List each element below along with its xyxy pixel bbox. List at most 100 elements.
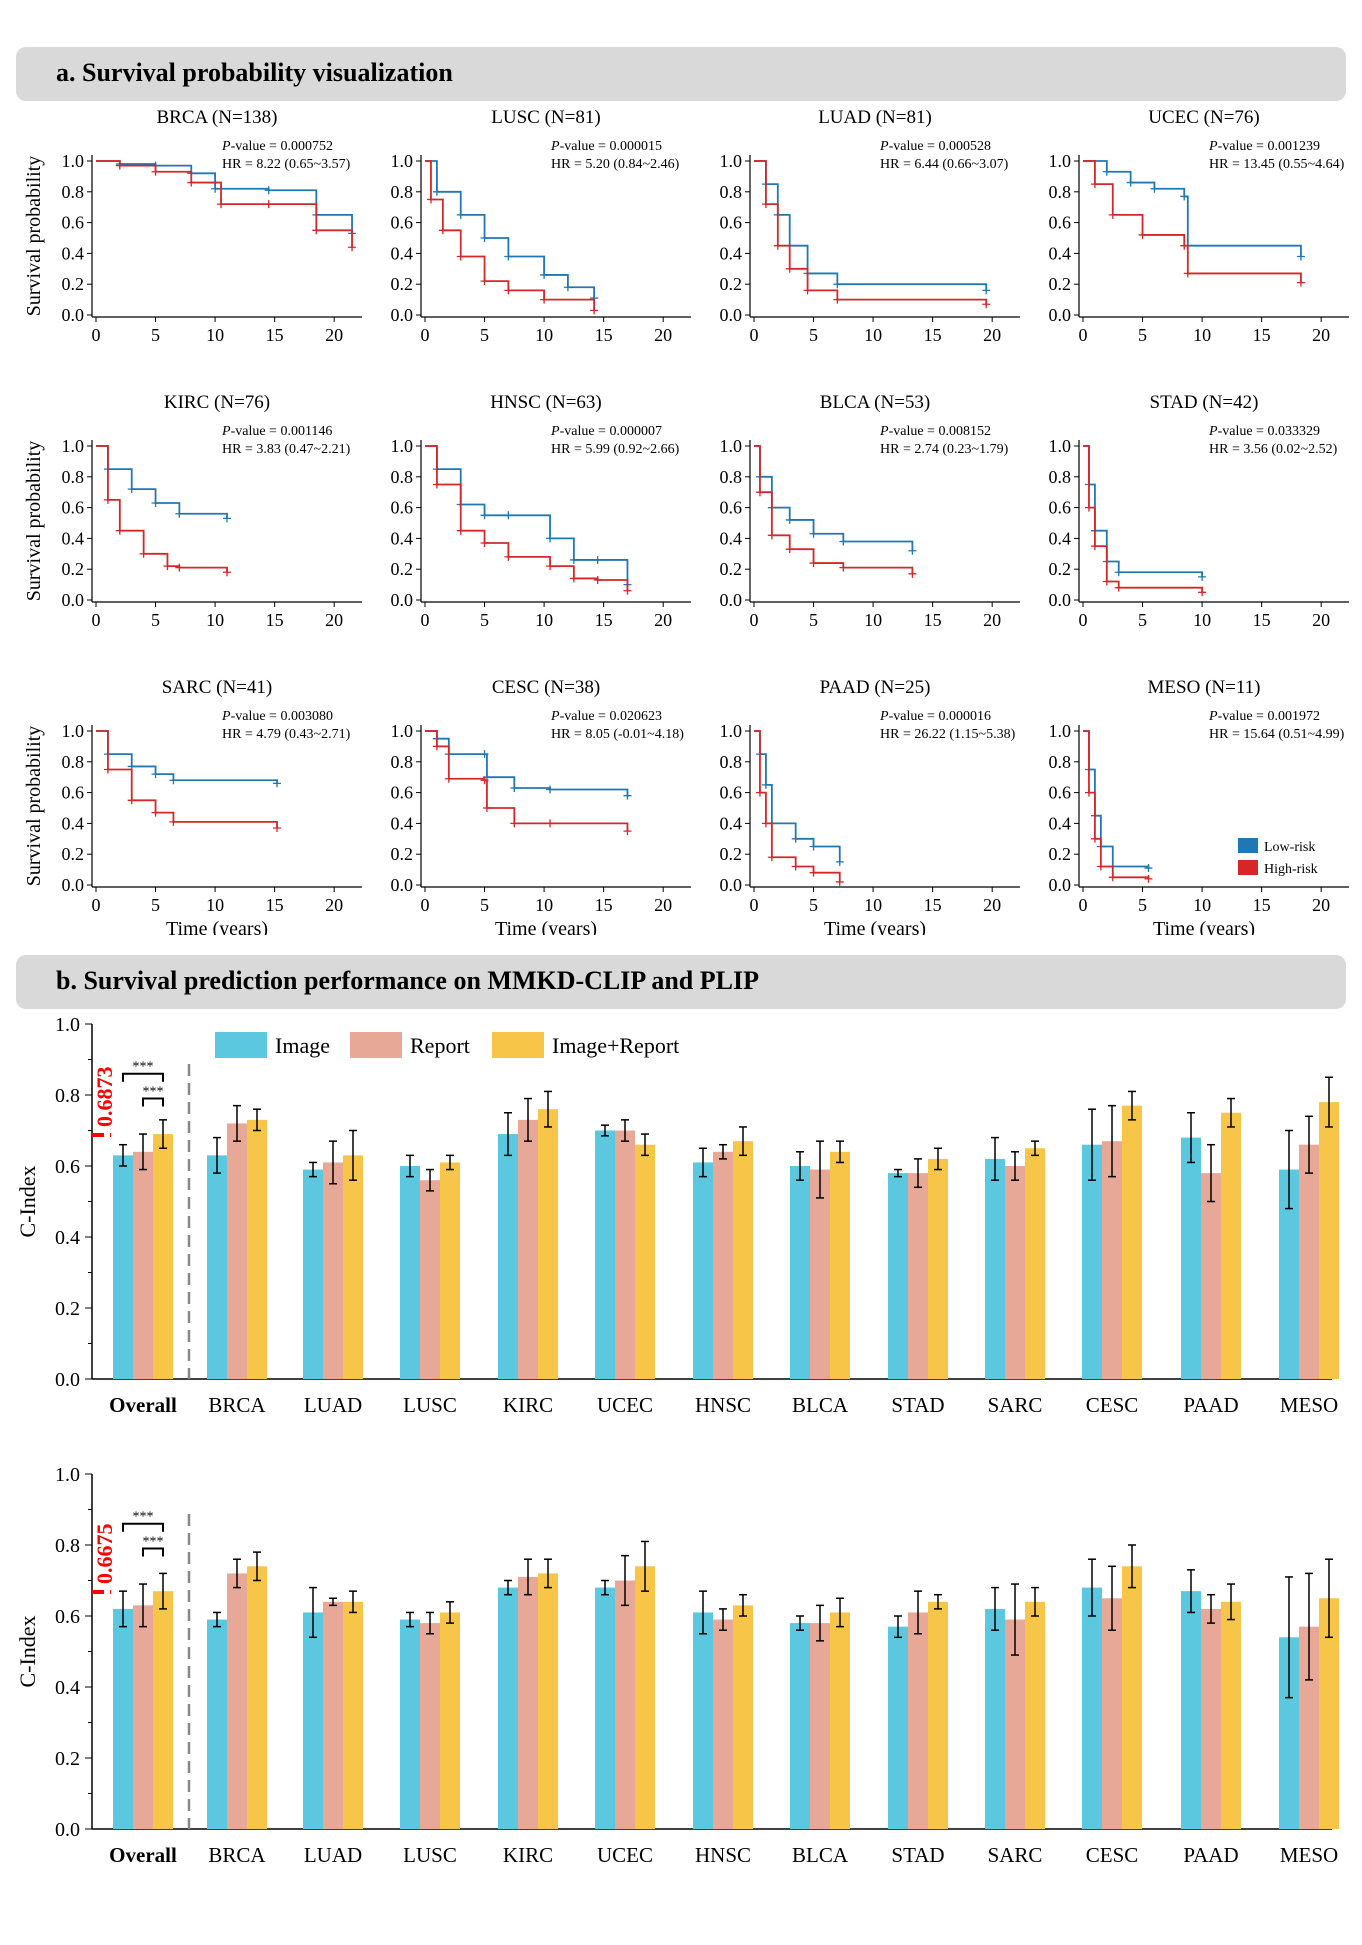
km-censor-mark (456, 526, 465, 535)
km-panel-hnsc: 0.0 0.2 0.4 0.6 0.8 1.0 0 5 10 15 20 HNSC (N=63) P-v… (391, 392, 691, 630)
km-curve-high (96, 160, 353, 248)
km-chart-grid: 0.0 0.2 0.4 0.6 0.8 1.0 0 5 10 15 20 BRCA (N=138) P-… (23, 107, 1349, 935)
km-censor-mark (223, 514, 231, 523)
bar-image-paad (1181, 1137, 1201, 1379)
km-censor-mark (1144, 864, 1153, 873)
km-censor-mark (593, 575, 602, 584)
category-label-luad: LUAD (304, 1393, 362, 1417)
km-hazard-ratio: HR = 8.22 (0.65~3.57) (222, 157, 351, 172)
km-curve-high (96, 730, 278, 829)
significance-stars: *** (143, 1535, 164, 1550)
bar-y-tick-label: 0.0 (55, 1819, 80, 1841)
bar-image-lusc (400, 1166, 420, 1379)
km-censor-mark (504, 286, 513, 295)
km-panel-title: LUAD (N=81) (818, 107, 932, 128)
km-y-tick-label: 0.8 (1049, 182, 1072, 202)
bar-image-report-brca (247, 1566, 267, 1829)
km-censor-mark (773, 241, 782, 250)
km-y-tick-label: 0.2 (1049, 844, 1072, 864)
km-hazard-ratio: HR = 5.20 (0.84~2.46) (551, 157, 680, 172)
km-censor-mark (1180, 241, 1189, 250)
km-panel-lusc: 0.0 0.2 0.4 0.6 0.8 1.0 0 5 10 15 20 LUSC (N=81) P-v… (391, 107, 691, 345)
km-censor-mark (264, 200, 273, 209)
bar-chart-mmkd-clip: 0.0 0.2 0.4 0.6 0.8 1.0 C-Index Overall BRCA LUAD… (15, 1014, 1339, 1417)
km-censor-mark (761, 200, 770, 209)
km-censor-mark (169, 776, 178, 785)
km-censor-mark (569, 555, 578, 564)
km-y-tick-label: 0.6 (1049, 213, 1072, 233)
km-y-tick-label: 1.0 (1049, 436, 1072, 456)
km-y-tick-label: 0.8 (62, 467, 85, 487)
bar-image-report-brca (247, 1119, 267, 1379)
km-y-tick-label: 0.2 (391, 559, 414, 579)
bar-image-luad (303, 1612, 323, 1829)
bar-image-report-cesc (1122, 1105, 1142, 1379)
bar-report-ucec (615, 1580, 635, 1829)
km-censor-mark (908, 546, 917, 555)
bar-report-blca (810, 1169, 830, 1379)
reference-value-label: 0.6675 (92, 1524, 117, 1585)
category-label-lusc: LUSC (403, 1843, 457, 1867)
km-y-tick-label: 0.4 (391, 528, 414, 548)
km-panel-luad: 0.0 0.2 0.4 0.6 0.8 1.0 0 5 10 15 20 LUAD (N=81) P-v… (720, 107, 1020, 345)
legend-label-report: Report (410, 1033, 470, 1058)
km-x-tick-label: 5 (809, 895, 818, 915)
km-y-tick-label: 0.4 (62, 528, 85, 548)
km-censor-mark (839, 537, 848, 546)
bar-report-meso (1299, 1144, 1319, 1379)
category-label-sarc: SARC (988, 1843, 1043, 1867)
bar-image-stad (888, 1173, 908, 1379)
bar-report-meso (1299, 1626, 1319, 1829)
significance-stars: *** (143, 1085, 164, 1100)
km-y-tick-label: 0.6 (720, 213, 743, 233)
category-label-cesc: CESC (1086, 1843, 1139, 1867)
bar-report-blca (810, 1623, 830, 1829)
significance-bracket (142, 1097, 164, 1107)
km-curve-high (754, 445, 914, 574)
bar-report-brca (227, 1123, 247, 1379)
km-censor-mark (1183, 269, 1192, 278)
km-legend-low-label: Low-risk (1264, 840, 1315, 855)
km-x-tick-label: 5 (151, 325, 160, 345)
km-y-tick-label: 0.8 (391, 752, 414, 772)
bar-report-brca (227, 1573, 247, 1829)
km-y-tick-label: 1.0 (720, 721, 743, 741)
reference-value-label: 0.6873 (92, 1067, 117, 1128)
km-y-tick-label: 0.8 (391, 467, 414, 487)
km-censor-mark (546, 819, 555, 828)
km-censor-mark (809, 868, 818, 877)
km-panel-kirc: 0.0 0.2 0.4 0.6 0.8 1.0 0 5 10 15 20 KIRC (N=76) P-v… (23, 392, 362, 630)
km-censor-mark (432, 742, 441, 751)
km-panel-cesc: 0.0 0.2 0.4 0.6 0.8 1.0 0 5 10 15 20 CESC (N=38) P-v… (391, 677, 691, 935)
km-censor-mark (1084, 503, 1093, 512)
bar-report-hnsc (713, 1619, 733, 1829)
km-x-tick-label: 10 (206, 325, 224, 345)
km-censor-mark (504, 252, 513, 261)
km-x-tick-label: 20 (983, 325, 1001, 345)
km-curve-low (754, 730, 841, 862)
bar-image-blca (790, 1623, 810, 1829)
km-hazard-ratio: HR = 2.74 (0.23~1.79) (880, 442, 1009, 457)
km-censor-mark (1102, 167, 1111, 176)
km-censor-mark (1090, 180, 1099, 189)
km-hazard-ratio: HR = 3.56 (0.02~2.52) (1209, 442, 1338, 457)
km-x-tick-label: 0 (92, 895, 101, 915)
bar-image-report-stad (928, 1601, 948, 1829)
km-y-tick-label: 0.6 (391, 498, 414, 518)
bar-image-overall (113, 1608, 133, 1829)
km-censor-mark (833, 280, 842, 289)
km-censor-mark (273, 779, 282, 788)
km-curve-high (425, 730, 629, 832)
km-panel-title: MESO (N=11) (1148, 677, 1261, 698)
km-panel-title: STAD (N=42) (1150, 392, 1259, 413)
km-curve-low (96, 445, 228, 519)
bar-y-tick-label: 0.4 (55, 1227, 80, 1249)
category-label-paad: PAAD (1183, 1843, 1238, 1867)
bar-y-tick-label: 0.8 (55, 1535, 80, 1557)
km-censor-mark (1180, 192, 1189, 201)
km-pvalue: P-value = 0.001972 (1208, 709, 1320, 724)
km-censor-mark (151, 498, 160, 507)
bar-y-tick-label: 0.4 (55, 1677, 80, 1699)
km-x-tick-label: 0 (92, 325, 101, 345)
bar-y-tick-label: 1.0 (55, 1464, 80, 1486)
